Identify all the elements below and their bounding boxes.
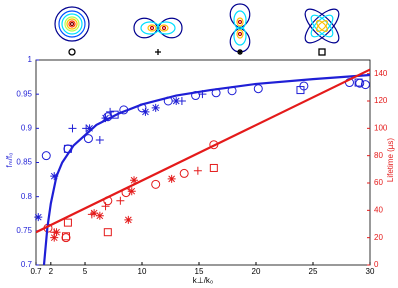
x-tick-label: 5 (83, 267, 88, 276)
point (253, 84, 263, 94)
point (151, 179, 161, 189)
point (52, 228, 61, 237)
point (296, 86, 305, 95)
x-tick-label: 0.7 (30, 267, 42, 276)
y2-tick-label: 140 (374, 69, 388, 78)
point (172, 97, 181, 105)
point (179, 168, 189, 178)
y-tick-label: 0.9 (21, 123, 33, 132)
y2-tick-label: 0 (374, 260, 379, 269)
x-tick-label: 25 (309, 267, 318, 276)
y-tick-label: 0.95 (16, 89, 32, 98)
point (124, 215, 133, 224)
mode-icons (54, 3, 340, 56)
fit-line (36, 68, 370, 234)
point (87, 210, 96, 219)
point (101, 114, 110, 123)
point (106, 107, 115, 116)
point (209, 163, 218, 172)
y-tick-label: 0.75 (16, 226, 32, 235)
x-tick-label: 20 (252, 267, 261, 276)
point (68, 124, 77, 133)
y-tick-label: 1 (28, 55, 33, 64)
x-tick-label: 10 (138, 267, 147, 276)
point (193, 166, 202, 175)
point (61, 233, 71, 243)
y-tick-label: 0.7 (21, 260, 33, 269)
y2-tick-label: 60 (374, 178, 383, 187)
y2-tick-label: 80 (374, 151, 383, 160)
point (41, 151, 51, 161)
y-tick-label: 0.8 (21, 192, 33, 201)
y2-tick-label: 20 (374, 233, 383, 242)
fit-line (42, 73, 370, 265)
point (360, 80, 370, 90)
point (34, 213, 43, 222)
x-tick-label: 15 (195, 267, 204, 276)
point (83, 134, 93, 144)
point (95, 211, 104, 220)
x-tick-label: 30 (366, 267, 375, 276)
point (116, 196, 125, 205)
y2-tick-label: 100 (374, 123, 388, 132)
point (151, 103, 160, 112)
x-tick-label: 2 (49, 267, 54, 276)
point (63, 218, 72, 227)
point (85, 124, 94, 133)
point (130, 176, 139, 185)
point (50, 233, 59, 242)
point (103, 228, 112, 237)
point (127, 187, 136, 196)
y2-tick-label: 120 (374, 96, 388, 105)
point (90, 209, 99, 218)
y2-tick-label: 40 (374, 205, 383, 214)
point (61, 232, 70, 241)
y-tick-label: 0.85 (16, 158, 32, 167)
y2-axis-label: Lifetime (µs) (386, 138, 395, 183)
point (354, 78, 363, 87)
x-axis-label: k⊥/k₀ (193, 276, 214, 285)
point (95, 135, 104, 144)
y-axis-label: fₘ/f₀ (5, 153, 14, 168)
point (167, 174, 176, 183)
point (50, 172, 59, 181)
point (141, 107, 150, 116)
point (101, 202, 110, 211)
